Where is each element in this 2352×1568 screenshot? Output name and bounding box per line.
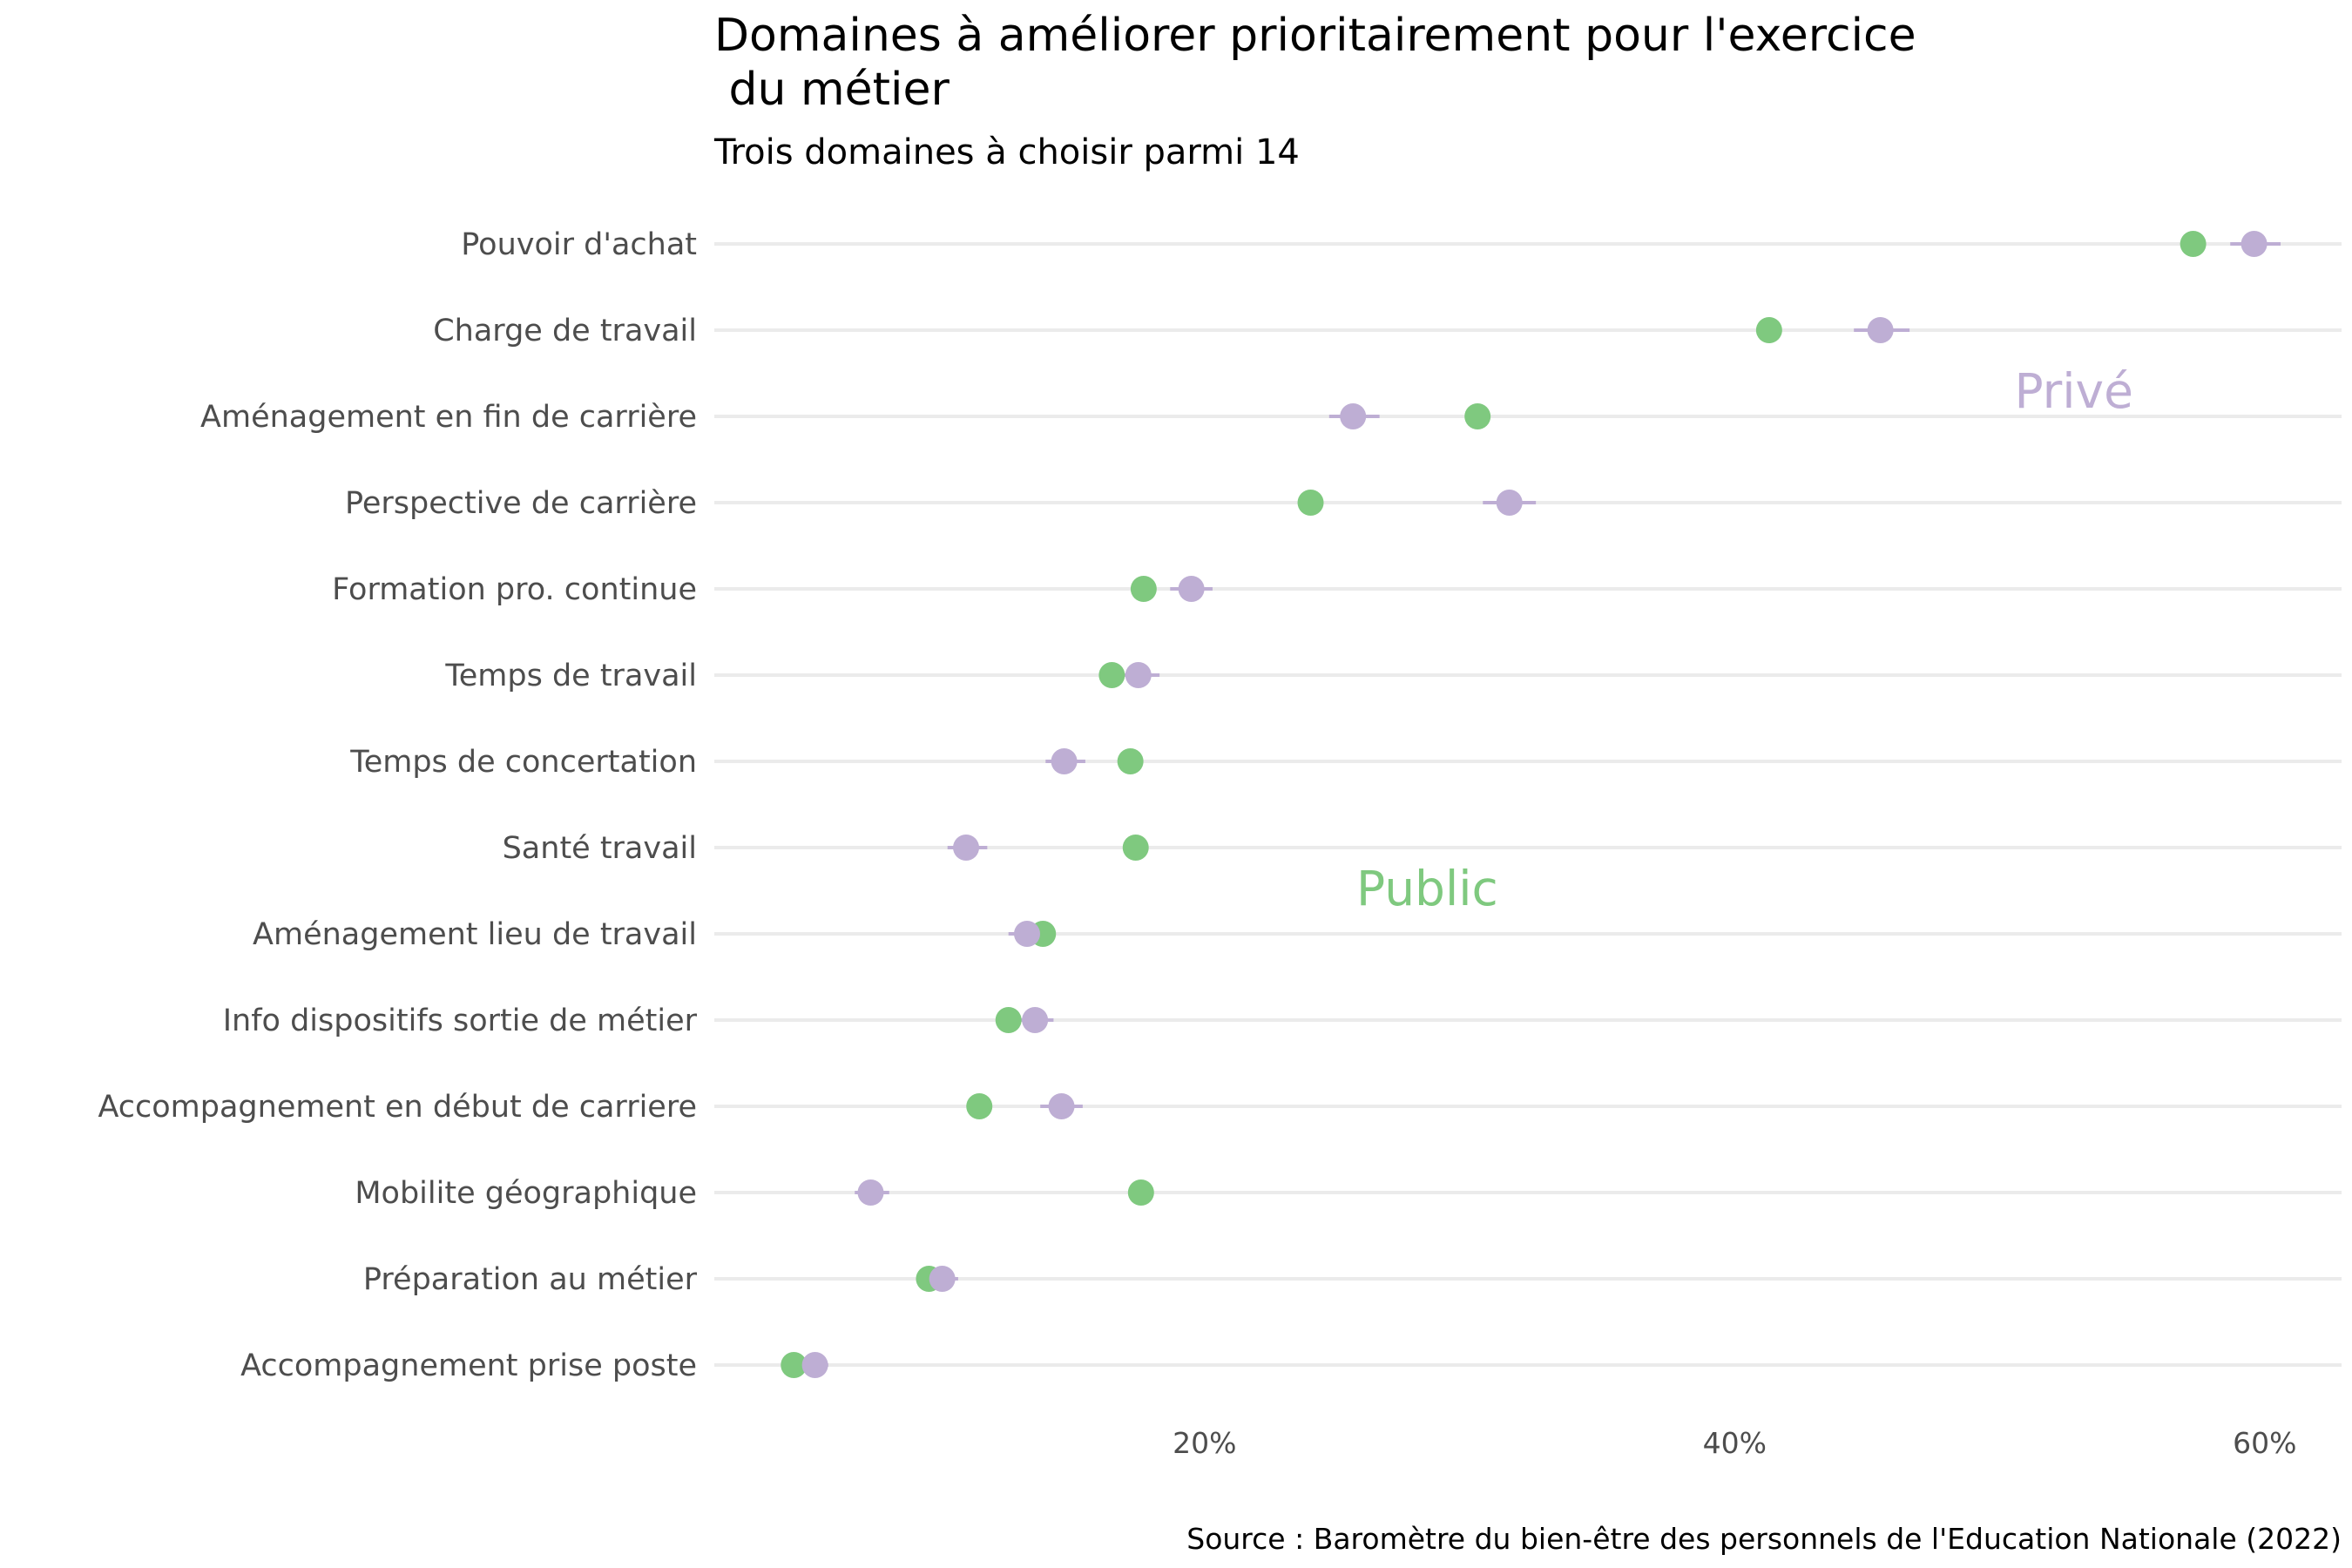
point-prive-perspective-de-carriere: [1496, 490, 1523, 516]
point-prive-amenagement-lieu-de-travail: [1013, 921, 1040, 947]
point-prive-accompagnement-prise-poste: [801, 1352, 828, 1378]
x-tick-label: 20%: [1173, 1426, 1236, 1460]
y-tick-label: Mobilite géographique: [355, 1176, 697, 1211]
y-tick-label: Temps de travail: [444, 659, 697, 693]
chart-title-line2: du métier: [714, 64, 950, 116]
chart-subtitle: Trois domaines à choisir parmi 14: [713, 132, 1300, 172]
y-tick-label: Temps de concertation: [349, 745, 697, 780]
point-prive-temps-de-concertation: [1051, 748, 1078, 774]
x-tick-label: 40%: [1703, 1426, 1767, 1460]
y-tick-label: Santé travail: [503, 831, 697, 866]
point-prive-accompagnement-en-debut-de-carriere: [1048, 1093, 1075, 1119]
y-tick-label: Formation pro. continue: [332, 572, 697, 607]
points: [781, 231, 2268, 1378]
point-prive-sante-travail: [953, 835, 980, 861]
point-public-mobilite-geographique: [1127, 1179, 1154, 1206]
y-tick-label: Pouvoir d'achat: [461, 227, 697, 262]
y-tick-label: Aménagement lieu de travail: [253, 917, 697, 952]
chart-caption: Source : Baromètre du bien-être des pers…: [1186, 1522, 2342, 1556]
point-prive-charge-de-travail: [1867, 317, 1894, 343]
y-tick-label: Accompagnement en début de carriere: [98, 1090, 697, 1125]
point-public-pouvoir-d-achat: [2180, 231, 2207, 257]
point-prive-amenagement-en-fin-de-carriere: [1340, 403, 1367, 429]
annotations: Privé Public: [1356, 363, 2133, 916]
annotation-public: Public: [1356, 861, 1498, 916]
y-tick-label: Charge de travail: [433, 314, 697, 348]
point-prive-formation-pro-continue: [1178, 576, 1205, 602]
point-public-temps-de-concertation: [1117, 748, 1144, 774]
x-axis-ticks: 20% 40% 60%: [1173, 1426, 2296, 1460]
point-prive-pouvoir-d-achat: [2240, 231, 2268, 257]
y-axis-ticks: Pouvoir d'achat Charge de travail Aménagem…: [98, 227, 697, 1383]
chart-title-line1: Domaines à améliorer prioritairement pou…: [714, 10, 1916, 62]
y-tick-label: Accompagnement prise poste: [240, 1348, 697, 1383]
y-tick-label: Préparation au métier: [363, 1262, 698, 1297]
y-tick-label: Info dispositifs sortie de métier: [223, 1004, 698, 1038]
point-public-accompagnement-en-debut-de-carriere: [966, 1093, 993, 1119]
point-public-accompagnement-prise-poste: [781, 1352, 808, 1378]
point-public-formation-pro-continue: [1130, 576, 1157, 602]
annotation-prive: Privé: [2014, 363, 2132, 419]
point-prive-temps-de-travail: [1125, 662, 1152, 688]
y-tick-label: Perspective de carrière: [345, 486, 697, 521]
point-public-charge-de-travail: [1755, 317, 1782, 343]
y-tick-label: Aménagement en fin de carrière: [200, 400, 697, 435]
point-prive-mobilite-geographique: [857, 1179, 884, 1206]
point-public-perspective-de-carriere: [1297, 490, 1324, 516]
point-prive-preparation-au-metier: [929, 1266, 956, 1292]
point-public-info-dispositifs-sortie-de-metier: [995, 1007, 1022, 1033]
point-public-sante-travail: [1122, 835, 1149, 861]
point-prive-info-dispositifs-sortie-de-metier: [1022, 1007, 1049, 1033]
x-tick-label: 60%: [2233, 1426, 2296, 1460]
point-public-amenagement-en-fin-de-carriere: [1464, 403, 1491, 429]
point-public-temps-de-travail: [1098, 662, 1125, 688]
